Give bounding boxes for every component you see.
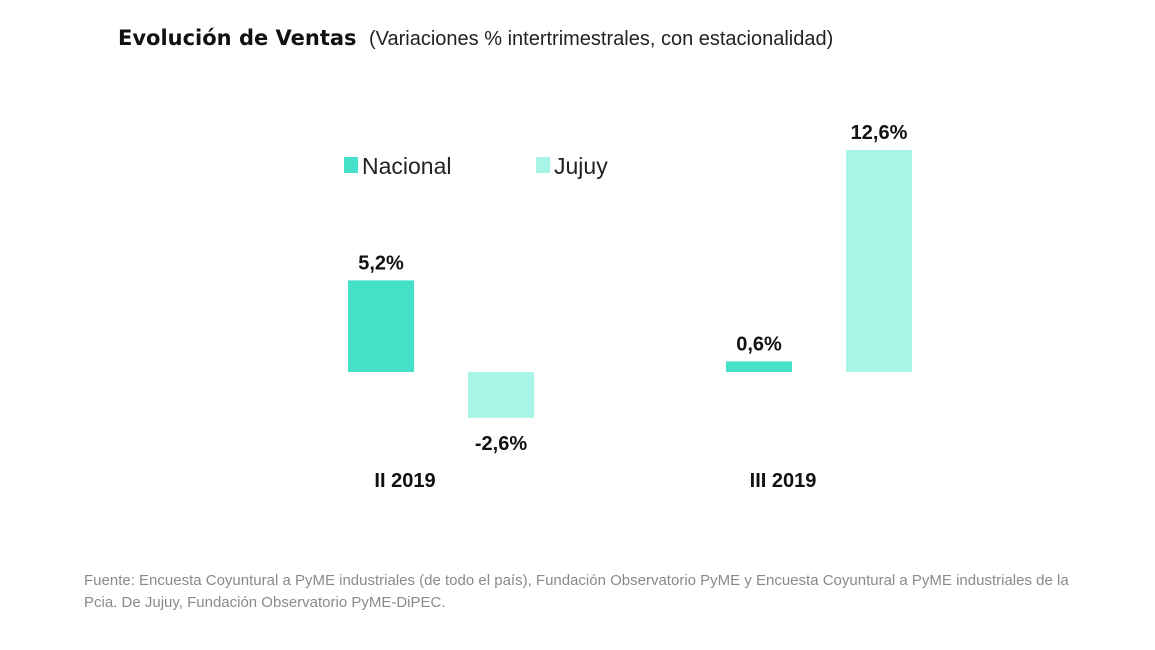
- chart-subtitle: (Variaciones % intertrimestrales, con es…: [369, 28, 834, 50]
- bar-nacional-2: [726, 361, 792, 372]
- legend-label-jujuy: Jujuy: [554, 153, 608, 179]
- bar-jujuy-2: [846, 150, 912, 372]
- data-label-nacional-1: 5,2%: [358, 252, 404, 274]
- legend-swatch-jujuy: [536, 157, 550, 173]
- chart-title: Evolución de Ventas: [118, 26, 357, 50]
- bar-chart: 5,2% 0,6% -2,6% 12,6% II 2019 III 2019 Naciona…: [344, 122, 912, 492]
- legend-label-nacional: Nacional: [362, 153, 452, 179]
- data-label-jujuy-1: -2,6%: [475, 433, 527, 455]
- data-label-jujuy-2: 12,6%: [851, 122, 908, 144]
- category-label-1: II 2019: [374, 470, 435, 492]
- data-label-nacional-2: 0,6%: [736, 333, 782, 355]
- source-line-2: Pcia. De Jujuy, Fundación Observatorio P…: [84, 594, 446, 611]
- legend-swatch-nacional: [344, 157, 358, 173]
- source-line-1: Fuente: Encuesta Coyuntural a PyME indus…: [84, 572, 1069, 589]
- bar-jujuy-1: [468, 372, 534, 418]
- source-note: Fuente: Encuesta Coyuntural a PyME indus…: [84, 570, 1084, 614]
- bar-nacional-1: [348, 280, 414, 372]
- category-label-2: III 2019: [750, 470, 817, 492]
- chart-header: Evolución de Ventas (Variaciones % inter…: [118, 26, 833, 51]
